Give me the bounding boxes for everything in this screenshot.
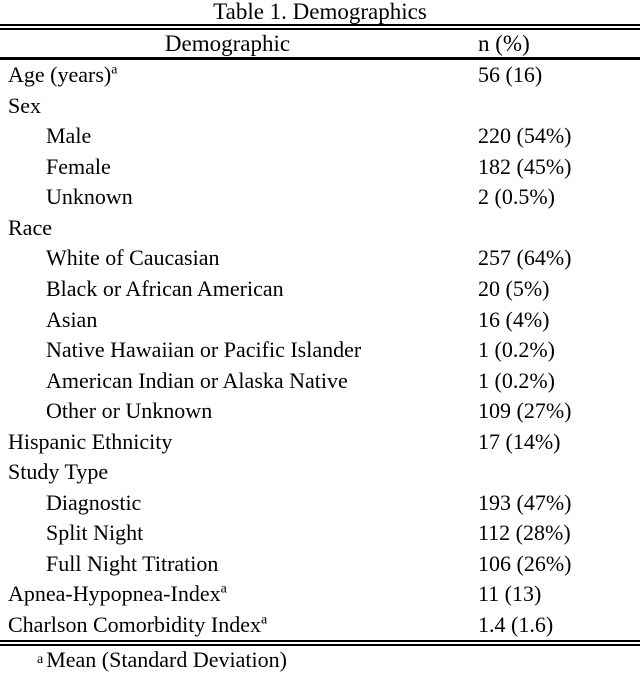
row-value: 16 (4%) [478,306,550,332]
row-value: 257 (64%) [478,245,572,271]
row-label: American Indian or Alaska Native [46,367,348,393]
table-row: Split Night 112 (28%) [0,518,640,549]
row-value: 2 (0.5%) [478,184,555,210]
table-row: Native Hawaiian or Pacific Islander 1 (0.… [0,335,640,366]
column-header-n-percent: n (%) [478,30,530,56]
row-label: Charlson Comorbidity Indexa [8,611,268,637]
row-value: 182 (45%) [478,153,572,179]
table-footnote: a Mean (Standard Deviation) [37,647,287,672]
header-rule [0,57,640,60]
row-label: Asian [46,306,98,332]
table-title: Table 1. Demographics [213,0,427,24]
column-header-demographic: Demographic [164,30,291,56]
row-label: Split Night [46,520,144,546]
row-label: Age (years)a [8,62,118,88]
row-value: 1.4 (1.6) [478,611,554,637]
row-label: Female [46,153,111,179]
row-label: Male [46,123,92,149]
table-row: Black or African American 20 (5%) [0,274,640,305]
row-label: Black or African American [46,275,284,301]
table-row: Apnea-Hypopnea-Indexa 11 (13) [0,579,640,610]
row-value: 109 (27%) [478,398,572,424]
superscript-marker: a [260,612,268,628]
table-body: Age (years)a 56 (16) Sex Male 220 (54%) Femal… [0,60,640,640]
row-label: Other or Unknown [46,398,213,424]
row-value: 20 (5%) [478,275,550,301]
table-row: Male 220 (54%) [0,121,640,152]
row-value: 11 (13) [478,581,542,607]
top-double-rule [0,24,640,30]
row-label: Hispanic Ethnicity [8,428,173,454]
table-row: Asian 16 (4%) [0,304,640,335]
row-value: 106 (26%) [478,550,572,576]
row-value: 112 (28%) [478,520,571,546]
table-row: Diagnostic 193 (47%) [0,487,640,518]
table-row: Other or Unknown 109 (27%) [0,396,640,427]
superscript-marker: a [111,62,118,78]
row-value: 56 (16) [478,62,543,88]
row-label: Race [8,214,52,240]
row-label: Sex [8,92,41,118]
row-label: Diagnostic [46,489,142,515]
row-value: 17 (14%) [478,428,561,454]
bottom-double-rule [0,640,640,646]
row-value: 1 (0.2%) [478,367,555,393]
footnote-text: Mean (Standard Deviation) [46,647,287,672]
table-row: Age (years)a 56 (16) [0,60,640,91]
row-label: Native Hawaiian or Pacific Islander [46,337,362,363]
table-row: Study Type [0,457,640,488]
table-row: American Indian or Alaska Native 1 (0.2%) [0,365,640,396]
table-row: Unknown 2 (0.5%) [0,182,640,213]
row-label: Apnea-Hypopnea-Indexa [8,581,227,607]
row-value: 1 (0.2%) [478,337,555,363]
table-row: Charlson Comorbidity Indexa 1.4 (1.6) [0,610,640,641]
row-label: Unknown [46,184,133,210]
table-row: Hispanic Ethnicity 17 (14%) [0,426,640,457]
table-row: Female 182 (45%) [0,152,640,183]
table-row: Race [0,213,640,244]
row-label: Full Night Titration [46,550,219,576]
row-value: 193 (47%) [478,489,572,515]
table-row: Sex [0,91,640,122]
table-row: White of Caucasian 257 (64%) [0,243,640,274]
table-row: Full Night Titration 106 (26%) [0,549,640,580]
superscript-marker: a [220,581,227,597]
row-value: 220 (54%) [478,123,572,149]
row-label: Study Type [8,459,109,485]
row-label: White of Caucasian [46,245,220,271]
table-header-row: Demographic n (%) [0,30,640,57]
